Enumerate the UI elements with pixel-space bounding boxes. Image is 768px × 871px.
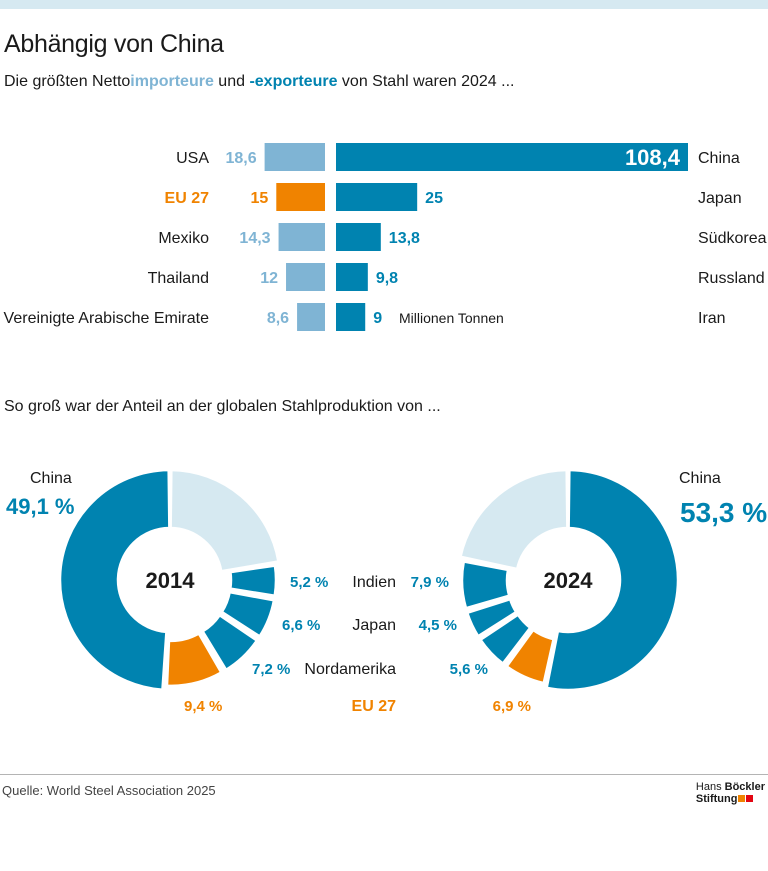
donut-segment-japan: [220, 590, 276, 639]
donut-segment-eu-27: [165, 631, 223, 688]
subtitle-part: Die größten Netto: [4, 73, 131, 90]
china-label-2014: China: [30, 470, 72, 487]
pie-value-label: 9,4 %: [184, 698, 222, 715]
pie-value-label: 5,6 %: [450, 661, 488, 678]
importer-bar: [264, 143, 325, 171]
donut-segment-rest: [169, 468, 280, 573]
exporter-country-label: Südkorea: [698, 230, 767, 247]
exporter-country-label: Japan: [698, 190, 742, 207]
chart-title: Abhängig von China: [4, 30, 224, 58]
donut-segment-eu-27: [504, 628, 556, 685]
exporter-value-label: 9: [373, 310, 382, 327]
donut-segment-indien: [228, 564, 278, 598]
logo-text: Stiftung: [695, 793, 738, 805]
importer-bar: [278, 223, 325, 251]
pie-value-label: 4,5 %: [419, 617, 457, 634]
exporter-value-label: 25: [425, 190, 443, 207]
pie-value-label: 49,1 %: [6, 494, 75, 519]
exporter-bar: [336, 223, 381, 251]
pie-value-label: 6,9 %: [493, 698, 531, 715]
pie-category-label: EU 27: [352, 698, 397, 715]
logo-text: Böckler: [724, 781, 765, 793]
donut-segment-indien: [460, 560, 511, 610]
importer-bar: [276, 183, 325, 211]
donut-year-label: 2014: [146, 568, 196, 593]
importer-country-label: Thailand: [148, 270, 209, 287]
exporter-value-label: 13,8: [389, 230, 420, 247]
pie-value-label: 53,3 %: [680, 497, 767, 528]
production-share-pies: 2014 2024 China 49,1 % China 53,3 % Indien 5,2 …: [6, 468, 767, 715]
exporter-value-label: 9,8: [376, 270, 398, 287]
donut-segment-china: [58, 468, 171, 692]
pie-value-label: 5,2 %: [290, 574, 328, 591]
importer-value-label: 15: [250, 190, 268, 207]
logo-square-icon: [746, 795, 754, 802]
pie-category-label: Nordamerika: [304, 661, 396, 678]
exporter-bar: [336, 183, 418, 211]
unit-label: Millionen Tonnen: [399, 310, 504, 326]
exporter-bar: [336, 303, 366, 331]
china-label-2024: China: [679, 470, 721, 487]
importer-value-label: 12: [260, 270, 278, 287]
donut-segment-rest: [459, 468, 569, 571]
subtitle-part: und: [213, 73, 250, 90]
pie-category-label: Indien: [352, 574, 396, 591]
section-subtitle: So groß war der Anteil an der globalen S…: [4, 398, 441, 415]
exporter-country-label: Iran: [698, 310, 726, 327]
donut-segment-nordamerika: [200, 613, 259, 672]
importer-country-label: USA: [176, 150, 209, 167]
footer-divider: [0, 774, 768, 775]
exporter-bar: [336, 143, 688, 171]
top-band: [0, 0, 768, 9]
pie-value-label: 6,6 %: [282, 617, 320, 634]
importer-country-label: Mexiko: [158, 230, 209, 247]
logo-square-icon: [738, 795, 746, 802]
exporter-bar: [336, 263, 368, 291]
importer-value-label: 8,6: [267, 310, 289, 327]
pie-category-label: Japan: [352, 617, 396, 634]
donut-segment-nordamerika: [478, 612, 532, 666]
donut-segment-japan: [465, 597, 518, 638]
importer-country-label: EU 27: [165, 190, 210, 207]
donut-2024: 2024: [459, 468, 680, 692]
importer-country-label: Vereinigte Arabische Emirate: [4, 310, 210, 327]
subtitle-part: von Stahl waren 2024 ...: [337, 73, 515, 90]
importer-value-label: 14,3: [239, 230, 270, 247]
pie-value-label: 7,2 %: [252, 661, 290, 678]
exporter-value-label: 108,4: [625, 145, 681, 170]
importer-bar: [286, 263, 325, 291]
donut-2014: 2014: [58, 468, 280, 692]
pie-value-label: 7,9 %: [411, 574, 449, 591]
exporter-country-label: China: [698, 150, 740, 167]
importer-value-label: 18,6: [225, 150, 256, 167]
subtitle-exporters: -exporteure: [249, 73, 338, 90]
donut-segment-china: [545, 468, 680, 692]
trade-bar-chart: 18,6 USA 108,4 China 15 EU 27 25 Japan 14,3 Mexik…: [4, 143, 767, 331]
donut-year-label: 2024: [544, 568, 594, 593]
subtitle-importers: importeure: [130, 73, 214, 90]
source-note: Quelle: World Steel Association 2025: [2, 783, 216, 798]
logo-text: Hans: [695, 781, 725, 793]
importer-bar: [297, 303, 325, 331]
chart-subtitle: Die größten Nettoimporteure und -exporte…: [4, 73, 514, 91]
hans-boeckler-logo: Hans Böckler Stiftung: [696, 781, 765, 805]
exporter-country-label: Russland: [698, 270, 765, 287]
